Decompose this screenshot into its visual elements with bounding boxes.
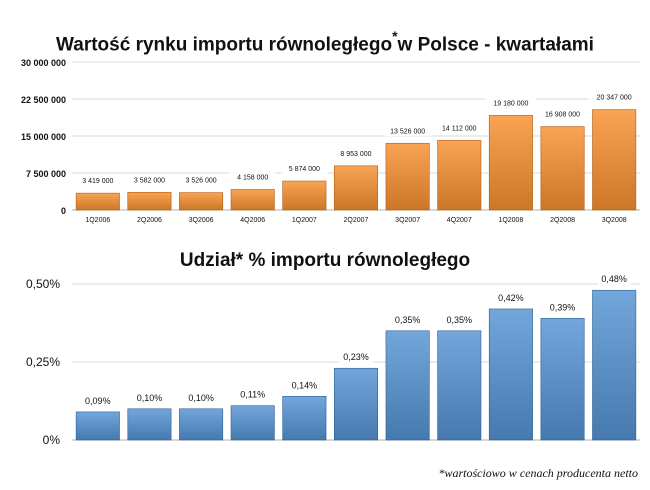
- value-label: 0,23%: [343, 352, 369, 362]
- value-label: 0,09%: [85, 396, 111, 406]
- bar: [334, 165, 378, 211]
- value-label-bg: [235, 387, 271, 401]
- x-tick-label: 3Q2006: [189, 217, 214, 224]
- x-tick-label: 1Q2008: [498, 217, 523, 224]
- value-label-bg: [125, 174, 174, 186]
- bar: [592, 289, 637, 441]
- value-label-bg: [80, 393, 116, 407]
- value-label: 5 874 000: [289, 166, 320, 173]
- value-label-bg: [183, 390, 219, 404]
- value-label: 0,14%: [292, 380, 318, 390]
- value-label: 0,48%: [601, 274, 627, 284]
- bar: [540, 126, 585, 211]
- value-label-bg: [280, 163, 329, 175]
- value-label: 3 419 000: [82, 178, 113, 185]
- footnote: *wartościowo w cenach producenta netto: [438, 466, 638, 480]
- value-label: 0,39%: [550, 302, 576, 312]
- value-label-bg: [131, 390, 167, 404]
- value-label-bg: [286, 378, 322, 392]
- bar: [540, 318, 585, 441]
- value-label-bg: [177, 174, 225, 186]
- value-label-bg: [228, 171, 277, 183]
- bar: [127, 408, 172, 441]
- y-tick-label: 15 000 000: [21, 132, 66, 142]
- y-tick-label: 22 500 000: [21, 95, 66, 105]
- value-label: 8 953 000: [340, 151, 371, 158]
- value-label: 14 112 000: [442, 125, 477, 132]
- bar: [385, 330, 430, 441]
- x-tick-label: 3Q2007: [395, 217, 420, 224]
- bar: [75, 411, 120, 441]
- bar: [230, 189, 275, 211]
- x-tick-label: 2Q2007: [344, 217, 369, 224]
- value-label: 20 347 000: [597, 95, 632, 102]
- x-tick-label: 2Q2008: [550, 217, 575, 224]
- bar: [437, 330, 482, 441]
- value-label-bg: [545, 300, 581, 314]
- x-tick-label: 1Q2006: [85, 217, 110, 224]
- bar: [334, 367, 378, 441]
- x-tick-label: 2Q2006: [137, 217, 162, 224]
- bar: [488, 308, 533, 441]
- value-label-bg: [441, 312, 477, 326]
- value-label: 0,10%: [188, 393, 214, 403]
- y-tick-label: 0,50%: [26, 277, 60, 291]
- value-label: 19 180 000: [493, 100, 528, 107]
- value-label: 16 908 000: [545, 112, 580, 119]
- bar: [592, 109, 637, 211]
- value-label-bg: [493, 290, 529, 304]
- value-label-bg: [596, 272, 632, 286]
- y-tick-label: 0,25%: [26, 355, 60, 369]
- chart-1-title: Wartość rynku importu równoległego*w Pol…: [56, 28, 594, 56]
- value-label: 3 582 000: [134, 177, 165, 184]
- bar: [75, 192, 120, 211]
- value-label-bg: [536, 108, 589, 120]
- x-tick-label: 4Q2007: [447, 217, 472, 224]
- y-tick-label: 0: [61, 206, 66, 216]
- value-label-bg: [381, 125, 434, 137]
- value-label-bg: [74, 175, 122, 187]
- value-label-bg: [338, 350, 374, 364]
- value-label-bg: [588, 91, 641, 103]
- value-label-bg: [433, 122, 486, 134]
- value-label: 3 526 000: [186, 178, 217, 185]
- value-label: 0,35%: [447, 315, 473, 325]
- y-tick-label: 0%: [43, 433, 61, 447]
- value-label-bg: [484, 97, 537, 109]
- value-label: 0,10%: [137, 393, 163, 403]
- bar: [179, 408, 224, 441]
- bar: [127, 192, 172, 211]
- x-tick-label: 1Q2007: [292, 217, 317, 224]
- chart-2-title: Udział* % importu równoległego: [179, 250, 471, 271]
- bar: [282, 180, 327, 211]
- bar: [230, 405, 275, 441]
- bar: [179, 192, 224, 211]
- x-tick-label: 4Q2006: [240, 217, 265, 224]
- y-tick-label: 30 000 000: [21, 58, 66, 68]
- value-label: 4 158 000: [237, 174, 268, 181]
- bar: [282, 396, 327, 441]
- value-label-bg: [332, 147, 380, 159]
- bar: [385, 142, 430, 211]
- value-label: 13 526 000: [390, 128, 425, 135]
- bar: [488, 115, 533, 211]
- y-tick-label: 7 500 000: [26, 169, 66, 179]
- value-label: 0,11%: [240, 390, 265, 400]
- value-label: 0,42%: [498, 293, 524, 303]
- bar: [437, 140, 482, 211]
- x-tick-label: 3Q2008: [602, 217, 627, 224]
- value-label-bg: [390, 312, 426, 326]
- value-label: 0,35%: [395, 315, 421, 325]
